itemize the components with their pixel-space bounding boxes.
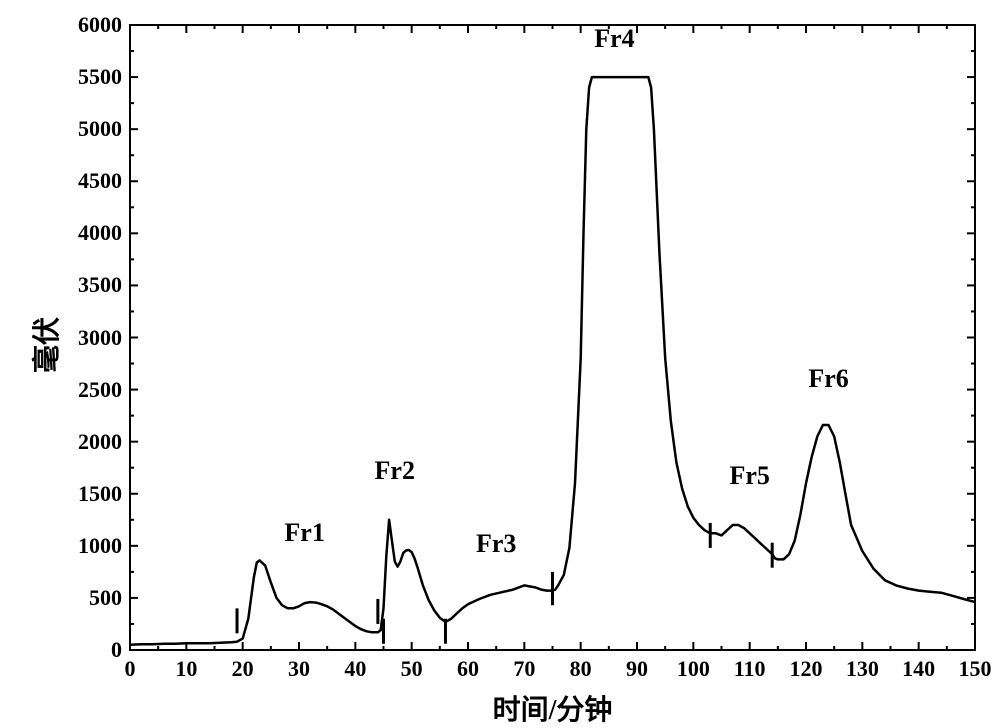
y-tick-label: 4500	[42, 168, 122, 194]
y-tick-label: 500	[42, 585, 122, 611]
y-tick-label: 0	[42, 637, 122, 663]
x-tick-label: 20	[218, 656, 268, 682]
x-tick-label: 40	[330, 656, 380, 682]
y-tick-label: 2000	[42, 429, 122, 455]
x-tick-label: 90	[612, 656, 662, 682]
peak-label: Fr1	[275, 518, 335, 548]
x-tick-label: 80	[556, 656, 606, 682]
x-tick-label: 120	[781, 656, 831, 682]
x-tick-label: 60	[443, 656, 493, 682]
chromatogram-chart: 毫伏 时间/分钟 0102030405060708090100110120130…	[0, 0, 1000, 727]
x-tick-label: 50	[387, 656, 437, 682]
x-axis-label: 时间/分钟	[473, 688, 633, 728]
y-tick-label: 5000	[42, 116, 122, 142]
y-tick-label: 6000	[42, 12, 122, 38]
peak-label: Fr4	[584, 24, 644, 54]
y-tick-label: 4000	[42, 220, 122, 246]
x-tick-label: 150	[950, 656, 1000, 682]
x-tick-label: 100	[668, 656, 718, 682]
x-tick-label: 130	[837, 656, 887, 682]
y-tick-label: 2500	[42, 377, 122, 403]
x-tick-label: 140	[894, 656, 944, 682]
y-tick-label: 1000	[42, 533, 122, 559]
peak-label: Fr3	[466, 529, 526, 559]
peak-label: Fr2	[365, 456, 425, 486]
x-tick-label: 30	[274, 656, 324, 682]
y-tick-label: 1500	[42, 481, 122, 507]
x-tick-label: 10	[161, 656, 211, 682]
x-tick-label: 110	[725, 656, 775, 682]
peak-label: Fr6	[799, 364, 859, 394]
y-tick-label: 3500	[42, 272, 122, 298]
y-tick-label: 3000	[42, 325, 122, 351]
x-tick-label: 70	[499, 656, 549, 682]
y-tick-label: 5500	[42, 64, 122, 90]
peak-label: Fr5	[720, 461, 780, 491]
